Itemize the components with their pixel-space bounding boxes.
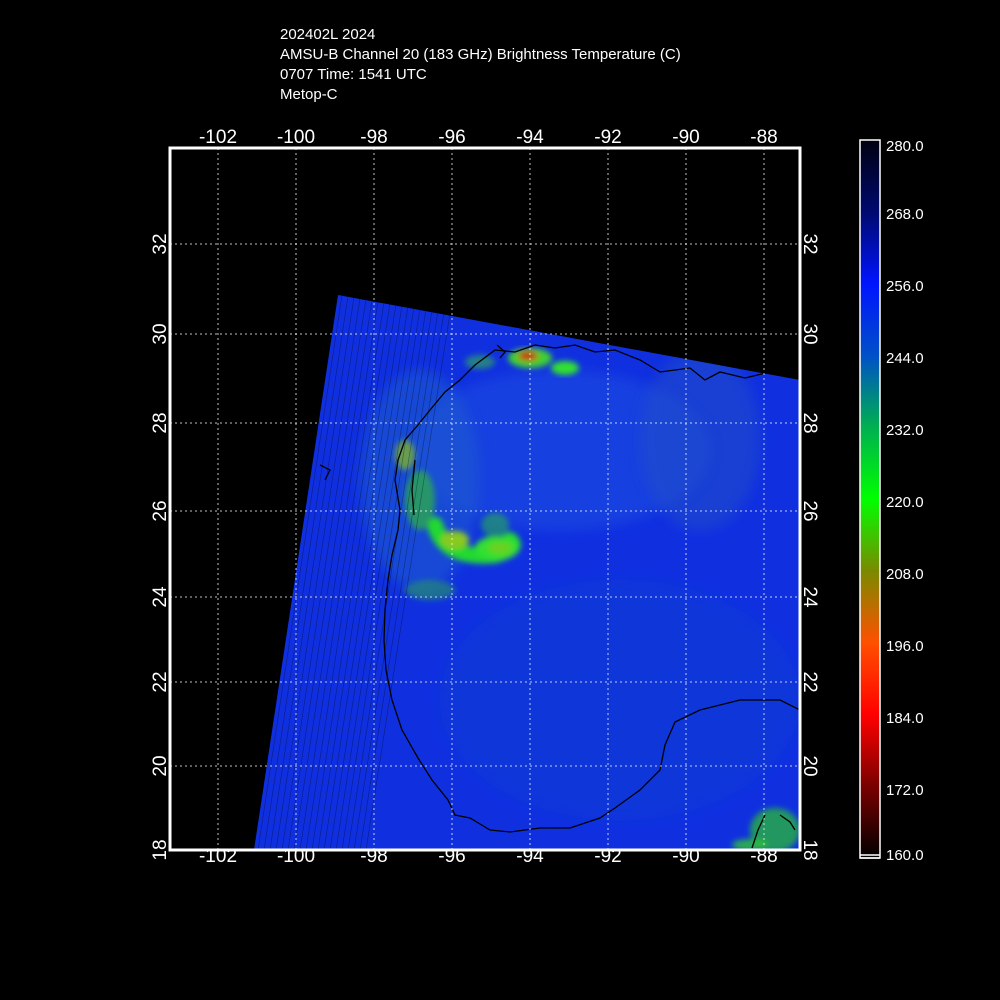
lon-label: -98 — [360, 127, 387, 148]
lon-label: -100 — [277, 846, 315, 867]
lat-label: 24 — [150, 586, 171, 608]
product-title: AMSU-B Channel 20 (183 GHz) Brightness T… — [280, 46, 681, 63]
lon-labels-top: -102 -100 -98 -96 -94 -92 -90 -88 — [199, 127, 778, 148]
colorbar-label: 268.0 — [886, 206, 924, 223]
lat-label: 30 — [799, 323, 820, 344]
colorbar-ticks — [860, 854, 880, 859]
lon-label: -92 — [594, 846, 621, 867]
lat-label: 32 — [150, 233, 171, 254]
lat-label: 22 — [150, 671, 171, 692]
lon-label: -94 — [516, 846, 544, 867]
colorbar-label: 184.0 — [886, 710, 924, 727]
graticule — [170, 148, 800, 850]
lon-label: -96 — [438, 127, 465, 148]
colorbar-label: 160.0 — [886, 847, 924, 864]
lat-label: 30 — [150, 323, 171, 344]
lat-label: 18 — [799, 839, 820, 860]
colorbar-label: 232.0 — [886, 422, 924, 439]
lon-label: -88 — [750, 846, 777, 867]
title-block: 202402L 2024 AMSU-B Channel 20 (183 GHz)… — [280, 25, 681, 105]
map-frame — [168, 146, 802, 852]
coastline — [319, 344, 800, 849]
time-label: 0707 Time: 1541 UTC — [280, 66, 427, 83]
colorbar: 280.0 268.0 256.0 244.0 232.0 220.0 208.… — [859, 138, 924, 864]
colorbar-label: 280.0 — [886, 138, 924, 155]
lat-label: 20 — [799, 755, 820, 776]
lon-label: -94 — [516, 127, 544, 148]
lon-label: -102 — [199, 846, 237, 867]
lon-label: -90 — [672, 846, 699, 867]
lon-label: -102 — [199, 127, 237, 148]
lon-label: -92 — [594, 127, 621, 148]
lat-label: 26 — [150, 500, 171, 521]
lat-label: 22 — [799, 671, 820, 692]
satellite-label: Metop-C — [280, 86, 338, 103]
storm-id-label: 202402L 2024 — [280, 26, 376, 43]
colorbar-label: 172.0 — [886, 782, 924, 799]
coastal-feature — [465, 348, 579, 375]
lon-label: -88 — [750, 127, 777, 148]
scan-lines — [257, 295, 451, 850]
colorbar-label: 208.0 — [886, 566, 924, 583]
lat-label: 20 — [150, 755, 171, 776]
colorbar-label: 244.0 — [886, 350, 924, 367]
colorbar-label: 196.0 — [886, 638, 924, 655]
lat-label: 28 — [799, 412, 820, 433]
lon-label: -96 — [438, 846, 465, 867]
lon-label: -100 — [277, 127, 315, 148]
lon-labels-bottom: -102 -100 -98 -96 -94 -92 -90 -88 — [199, 846, 778, 867]
lat-label: 32 — [799, 233, 820, 254]
lon-label: -90 — [672, 127, 699, 148]
colorbar-label: 220.0 — [886, 494, 924, 511]
swath-field — [254, 295, 800, 850]
lat-labels-right: 18 20 22 24 26 28 30 32 — [799, 233, 820, 860]
colorbar-label: 256.0 — [886, 278, 924, 295]
colorbar-gradient — [859, 139, 881, 859]
lat-label: 24 — [799, 586, 820, 608]
lat-label: 18 — [150, 839, 171, 860]
lat-label: 28 — [150, 412, 171, 433]
lat-labels-left: 18 20 22 24 26 28 30 32 — [150, 233, 171, 860]
lon-label: -98 — [360, 846, 387, 867]
lat-label: 26 — [799, 500, 820, 521]
